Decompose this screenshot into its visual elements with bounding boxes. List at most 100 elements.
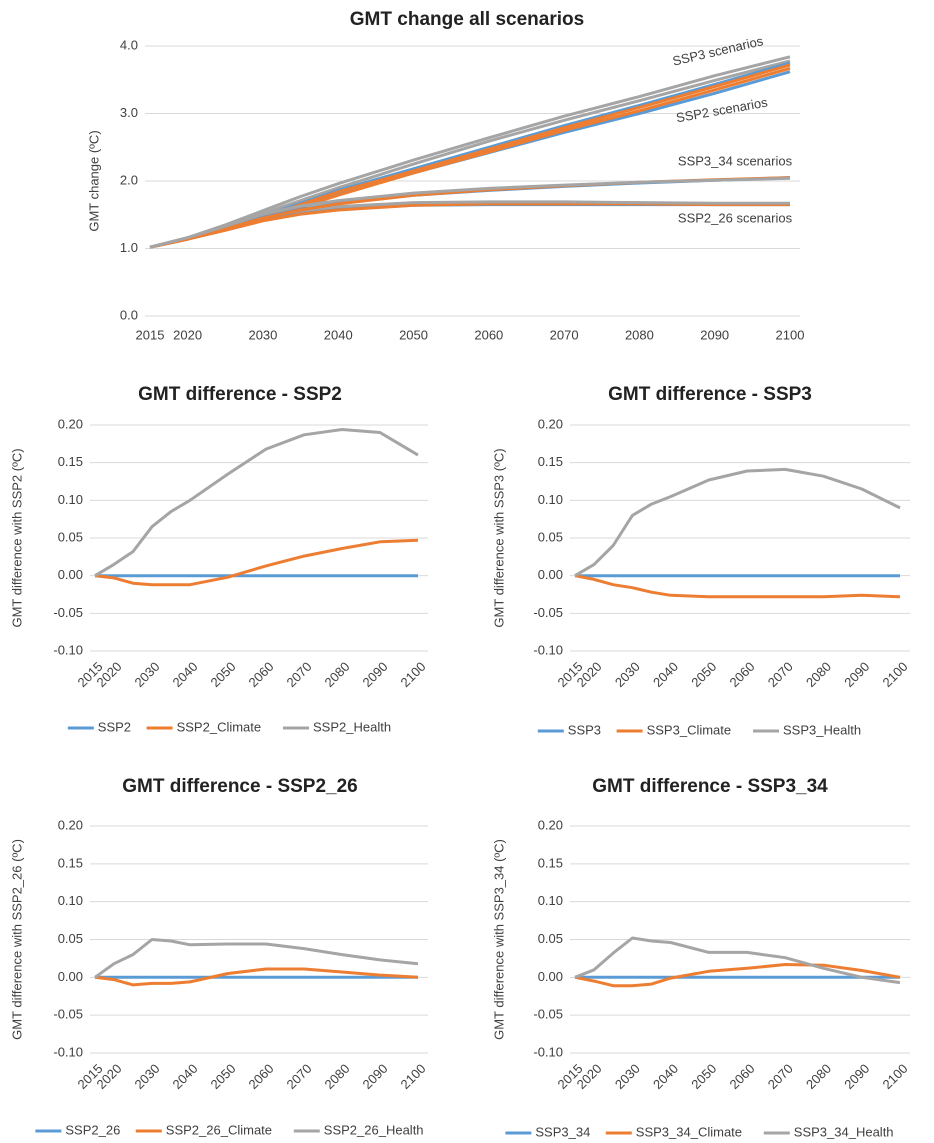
chart-title: GMT difference - SSP2 — [138, 384, 342, 405]
y-tick-label: 0.0 — [120, 307, 138, 322]
y-tick-label: 0.20 — [58, 416, 83, 431]
y-axis-label: GMT difference with SSP3_34 (ºC) — [491, 839, 506, 1040]
x-tick-label: 2090 — [841, 659, 872, 690]
x-tick-label: 2100 — [776, 327, 805, 342]
y-tick-label: -0.10 — [533, 1044, 563, 1059]
y-tick-label: -0.05 — [533, 1007, 563, 1022]
series-line — [574, 936, 901, 985]
y-tick-label: 0.05 — [58, 529, 83, 544]
y-tick-label: 0.00 — [58, 567, 83, 582]
y-tick-label: 0.20 — [538, 817, 563, 832]
legend-label: SSP3_34_Climate — [636, 1124, 742, 1139]
y-tick-label: 0.10 — [58, 492, 83, 507]
x-tick-label: 2090 — [700, 327, 729, 342]
y-tick-label: 0.10 — [538, 492, 563, 507]
legend-label: SSP2_26_Climate — [166, 1122, 272, 1137]
y-tick-label: 4.0 — [120, 37, 138, 52]
x-tick-label: 2100 — [397, 659, 428, 690]
x-tick-label: 2080 — [803, 659, 834, 690]
series-line — [94, 967, 419, 987]
y-tick-label: 0.20 — [538, 416, 563, 431]
series-line — [94, 428, 419, 577]
y-tick-label: 0.00 — [538, 969, 563, 984]
x-tick-label: 2040 — [324, 327, 353, 342]
y-tick-label: 0.15 — [58, 454, 83, 469]
x-tick-label: 2060 — [474, 327, 503, 342]
annotation: SSP2_26 scenarios — [678, 210, 793, 225]
legend-label: SSP2_26 — [65, 1122, 120, 1137]
series-line — [574, 574, 901, 599]
x-tick-label: 2090 — [841, 1061, 872, 1092]
y-tick-label: 0.20 — [58, 817, 83, 832]
y-tick-label: -0.10 — [53, 1044, 83, 1059]
x-tick-label: 2080 — [321, 1061, 352, 1092]
x-tick-label: 2040 — [169, 659, 200, 690]
y-tick-label: -0.10 — [53, 642, 83, 657]
y-tick-label: 2.0 — [120, 172, 138, 187]
x-tick-label: 2080 — [625, 327, 654, 342]
chart-title: GMT change all scenarios — [350, 9, 584, 30]
y-tick-label: 0.05 — [58, 931, 83, 946]
chart-title: GMT difference - SSP2_26 — [122, 776, 357, 797]
legend-label: SSP3_Health — [783, 722, 861, 737]
x-tick-label: 2060 — [245, 659, 276, 690]
y-tick-label: -0.05 — [533, 605, 563, 620]
x-tick-label: 2030 — [612, 1061, 643, 1092]
y-tick-label: 0.00 — [58, 969, 83, 984]
y-tick-label: 0.00 — [538, 567, 563, 582]
y-tick-label: 1.0 — [120, 240, 138, 255]
annotation: SSP3_34 scenarios — [678, 153, 793, 168]
legend-label: SSP2 — [98, 719, 131, 734]
x-tick-label: 2040 — [650, 1061, 681, 1092]
y-tick-label: 0.15 — [538, 454, 563, 469]
y-axis-label: GMT difference with SSP2_26 (ºC) — [9, 839, 24, 1040]
x-tick-label: 2060 — [245, 1061, 276, 1092]
legend-label: SSP3 — [568, 722, 601, 737]
legend-label: SSP3_34_Health — [794, 1124, 894, 1139]
x-tick-label: 2050 — [399, 327, 428, 342]
x-tick-label: 2070 — [765, 659, 796, 690]
x-tick-label: 2040 — [650, 659, 681, 690]
y-tick-label: -0.10 — [533, 642, 563, 657]
y-tick-label: 0.10 — [58, 893, 83, 908]
x-tick-label: 2070 — [283, 659, 314, 690]
y-tick-label: -0.05 — [53, 605, 83, 620]
y-tick-label: 3.0 — [120, 105, 138, 120]
series-line — [94, 538, 419, 587]
legend-label: SSP3_Climate — [647, 722, 732, 737]
y-axis-label: GMT change (ºC) — [86, 130, 101, 231]
y-tick-label: 0.05 — [538, 529, 563, 544]
x-tick-label: 2050 — [207, 1061, 238, 1092]
annotation: SSP3 scenarios — [671, 33, 765, 69]
series-line — [94, 938, 419, 979]
legend-label: SSP2_Climate — [177, 719, 262, 734]
x-tick-label: 2090 — [359, 659, 390, 690]
y-axis-label: GMT difference with SSP3 (ºC) — [491, 448, 506, 627]
x-tick-label: 2080 — [321, 659, 352, 690]
x-tick-label: 2070 — [550, 327, 579, 342]
x-tick-label: 2030 — [131, 659, 162, 690]
legend-label: SSP2_Health — [313, 719, 391, 734]
x-tick-label: 2100 — [397, 1061, 428, 1092]
y-tick-label: 0.15 — [538, 855, 563, 870]
x-tick-label: 2040 — [169, 1061, 200, 1092]
x-tick-label: 2070 — [765, 1061, 796, 1092]
y-tick-label: 0.15 — [58, 855, 83, 870]
legend-label: SSP2_26_Health — [324, 1122, 424, 1137]
series-line — [574, 963, 901, 988]
x-tick-label: 2050 — [688, 659, 719, 690]
y-tick-label: 0.10 — [538, 893, 563, 908]
legend-label: SSP3_34 — [535, 1124, 590, 1139]
x-tick-label: 2015 — [136, 327, 165, 342]
x-tick-label: 2060 — [727, 1061, 758, 1092]
x-tick-label: 2030 — [612, 659, 643, 690]
chart-title: GMT difference - SSP3_34 — [592, 776, 828, 797]
x-tick-label: 2070 — [283, 1061, 314, 1092]
x-tick-label: 2050 — [688, 1061, 719, 1092]
y-tick-label: -0.05 — [53, 1007, 83, 1022]
x-tick-label: 2100 — [879, 659, 910, 690]
series-line — [149, 176, 791, 249]
series-line — [574, 467, 901, 577]
y-axis-label: GMT difference with SSP2 (ºC) — [9, 448, 24, 627]
